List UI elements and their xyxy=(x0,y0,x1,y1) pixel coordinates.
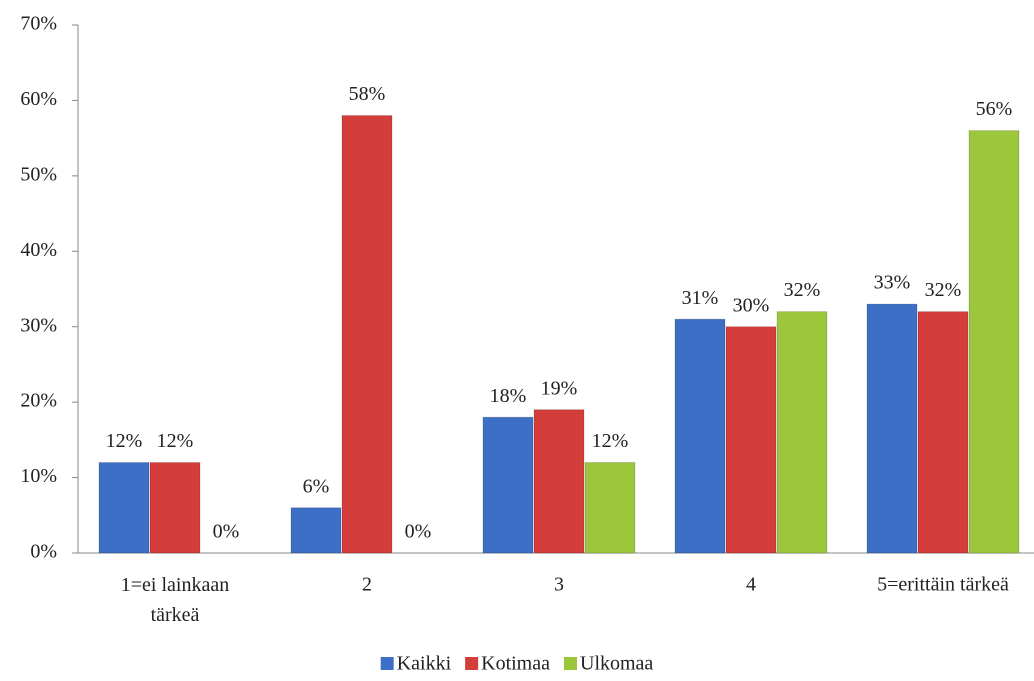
value-label: 18% xyxy=(490,385,527,407)
x-tick-label: 3 xyxy=(554,574,564,596)
value-label: 30% xyxy=(733,294,770,316)
y-tick-label: 20% xyxy=(20,390,57,412)
x-tick-label: 4 xyxy=(746,574,756,596)
bar xyxy=(866,303,918,554)
legend-label: Kaikki xyxy=(397,653,452,675)
bar xyxy=(533,409,585,554)
legend-swatch xyxy=(465,657,479,670)
value-label: 12% xyxy=(157,430,194,452)
x-tick-label: 1=ei lainkaan tärkeä xyxy=(121,574,229,626)
y-tick-label: 30% xyxy=(20,314,57,336)
y-tick-label: 40% xyxy=(20,239,57,261)
value-label: 56% xyxy=(976,98,1013,120)
value-label: 31% xyxy=(682,287,719,309)
bar xyxy=(98,461,150,554)
value-label: 32% xyxy=(784,279,821,301)
bar xyxy=(674,318,726,554)
bar xyxy=(725,326,777,554)
bar xyxy=(917,311,969,554)
y-tick-label: 70% xyxy=(20,13,57,35)
legend-label: Ulkomaa xyxy=(580,653,653,675)
y-tick-label: 60% xyxy=(20,88,57,110)
value-label: 0% xyxy=(213,521,240,543)
y-tick-label: 10% xyxy=(20,465,57,487)
bar xyxy=(776,311,828,554)
bar xyxy=(584,461,636,554)
legend-label: Kotimaa xyxy=(481,653,550,675)
value-label: 33% xyxy=(874,272,911,294)
value-label: 0% xyxy=(405,521,432,543)
bar xyxy=(341,115,393,554)
value-label: 58% xyxy=(349,83,386,105)
y-tick-label: 50% xyxy=(20,163,57,185)
bar xyxy=(149,461,201,554)
bar xyxy=(482,416,534,554)
value-label: 12% xyxy=(592,430,629,452)
legend-swatch xyxy=(564,657,577,670)
value-label: 6% xyxy=(303,475,330,497)
value-label: 19% xyxy=(541,377,578,399)
legend-swatch xyxy=(380,657,394,670)
x-tick-label: 2 xyxy=(362,574,372,596)
x-tick-label: 5=erittäin tärkeä xyxy=(877,574,1009,596)
value-label: 32% xyxy=(925,279,962,301)
y-tick-label: 0% xyxy=(30,541,57,563)
value-label: 12% xyxy=(106,430,143,452)
bar xyxy=(290,507,342,554)
legend: Kaikki Kotimaa Ulkomaa xyxy=(380,653,653,675)
bar xyxy=(968,130,1020,554)
